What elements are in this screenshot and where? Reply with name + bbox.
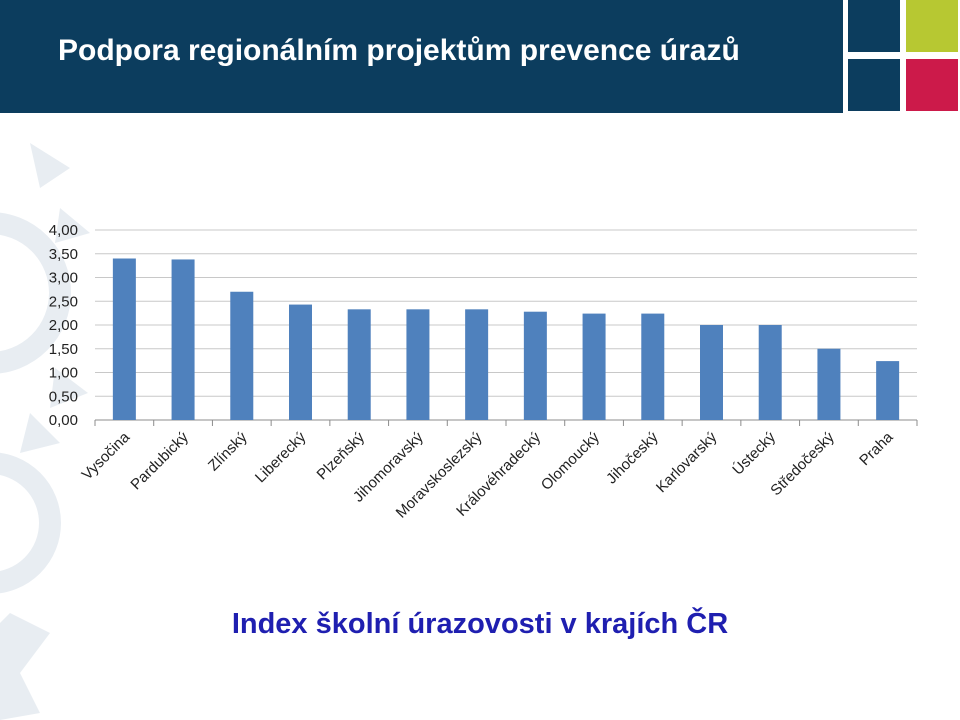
decor-square-3: [848, 59, 900, 111]
bar-8: [582, 313, 606, 420]
bar-2: [230, 291, 254, 420]
bar-chart: 0,00 0,50 1,00 1,50 2,00 2,50 3,00 3,50 4,00 Vys…: [49, 222, 918, 522]
x-tick-label: Středočeský: [767, 428, 838, 499]
bar-10: [700, 325, 723, 420]
x-tick-label: Karlovarský: [653, 428, 721, 496]
bar-1: [171, 259, 195, 420]
y-tick-label: 0,00: [49, 412, 78, 429]
bar-6: [465, 309, 489, 420]
y-tick-label: 3,50: [49, 246, 78, 263]
x-tick-label: Vysočina: [79, 428, 134, 483]
x-tick-label: Olomoucký: [538, 428, 603, 493]
bar-5: [406, 309, 430, 420]
x-tick-label: Ústecký: [729, 428, 779, 478]
bar-7: [523, 311, 547, 420]
bar-4: [347, 309, 371, 420]
sun-logo-watermark: [0, 143, 90, 720]
header-banner: Podpora regionálním projektům prevence ú…: [0, 0, 843, 113]
bar-9: [641, 313, 665, 420]
chart-caption: Index školní úrazovosti v krajích ČR: [231, 608, 729, 640]
page-title: Podpora regionálním projektům prevence ú…: [58, 34, 740, 67]
y-tick-label: 4,00: [49, 222, 78, 239]
bar-12: [817, 348, 841, 420]
x-tick-label: Jihočeský: [603, 428, 662, 487]
bar-3: [289, 304, 312, 420]
x-tick-label: Praha: [856, 428, 897, 469]
y-tick-label: 1,00: [49, 365, 78, 382]
decor-square-4: [906, 59, 958, 111]
y-tick-label: 2,00: [49, 317, 78, 334]
bar-13: [876, 361, 900, 420]
x-tick-label: Plzeňský: [314, 428, 369, 483]
bar-11: [758, 325, 782, 420]
x-tick-label: Liberecký: [252, 428, 310, 486]
x-tick-label: Zlínský: [205, 428, 251, 474]
y-tick-label: 1,50: [49, 341, 78, 358]
decor-square-2: [906, 0, 958, 52]
x-tick-label: Pardubický: [127, 428, 192, 493]
y-tick-label: 2,50: [49, 293, 78, 310]
y-tick-label: 3,00: [49, 270, 78, 287]
bar-0: [112, 258, 136, 420]
y-tick-label: 0,50: [49, 388, 78, 405]
decor-square-1: [848, 0, 900, 52]
